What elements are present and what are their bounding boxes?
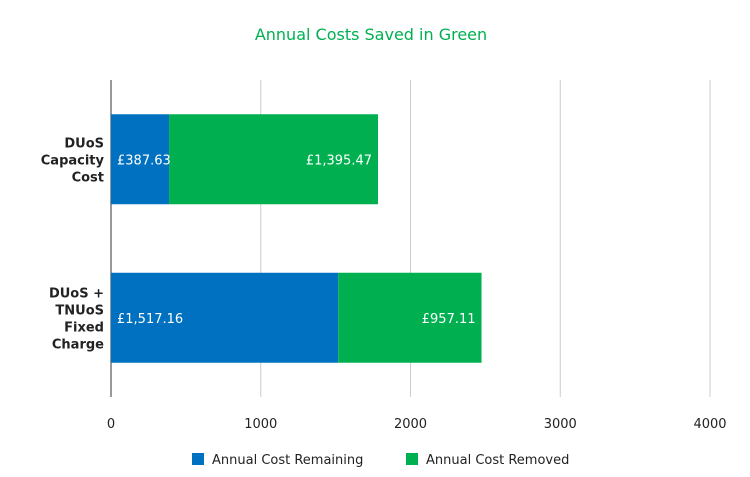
bar-removed bbox=[169, 114, 379, 205]
legend: Annual Cost Remaining Annual Cost Removed bbox=[192, 453, 569, 468]
x-tick-label: 1000 bbox=[244, 417, 277, 432]
category-label: DUoS + TNUoS Fixed Charge bbox=[49, 286, 104, 352]
x-tick-label: 4000 bbox=[693, 417, 726, 432]
legend-label: Annual Cost Removed bbox=[426, 453, 569, 468]
category-labels: DUoS Capacity Cost DUoS + TNUoS Fixed Charge bbox=[41, 136, 105, 352]
bar-labels: £387.63 £1,395.47 £1,517.16 £957.11 bbox=[117, 153, 476, 327]
legend-swatch bbox=[406, 453, 418, 465]
x-tick-label: 2000 bbox=[394, 417, 427, 432]
chart-title: Annual Costs Saved in Green bbox=[255, 25, 487, 44]
bar-removed bbox=[338, 272, 482, 363]
category-label: DUoS Capacity Cost bbox=[41, 136, 105, 185]
data-label: £1,517.16 bbox=[117, 312, 183, 327]
x-tick-label: 0 bbox=[107, 417, 115, 432]
bars bbox=[111, 114, 482, 363]
data-label: £387.63 bbox=[117, 153, 171, 168]
legend-swatch bbox=[192, 453, 204, 465]
x-axis-ticks: 0 1000 2000 3000 4000 bbox=[107, 417, 727, 432]
data-label: £1,395.47 bbox=[306, 153, 372, 168]
legend-label: Annual Cost Remaining bbox=[212, 453, 363, 468]
x-tick-label: 3000 bbox=[544, 417, 577, 432]
data-label: £957.11 bbox=[422, 312, 476, 327]
bar-remaining bbox=[111, 272, 339, 363]
bar-remaining bbox=[111, 114, 170, 205]
